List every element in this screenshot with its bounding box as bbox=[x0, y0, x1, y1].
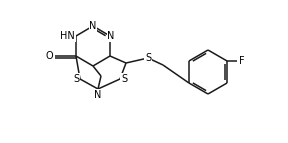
Text: S: S bbox=[145, 53, 151, 63]
Text: F: F bbox=[239, 56, 245, 66]
Text: S: S bbox=[121, 74, 127, 84]
Text: HN: HN bbox=[60, 31, 75, 41]
Text: O: O bbox=[46, 51, 53, 61]
Text: N: N bbox=[94, 90, 102, 100]
Text: N: N bbox=[89, 21, 97, 31]
Text: N: N bbox=[107, 31, 115, 41]
Text: S: S bbox=[73, 74, 79, 84]
